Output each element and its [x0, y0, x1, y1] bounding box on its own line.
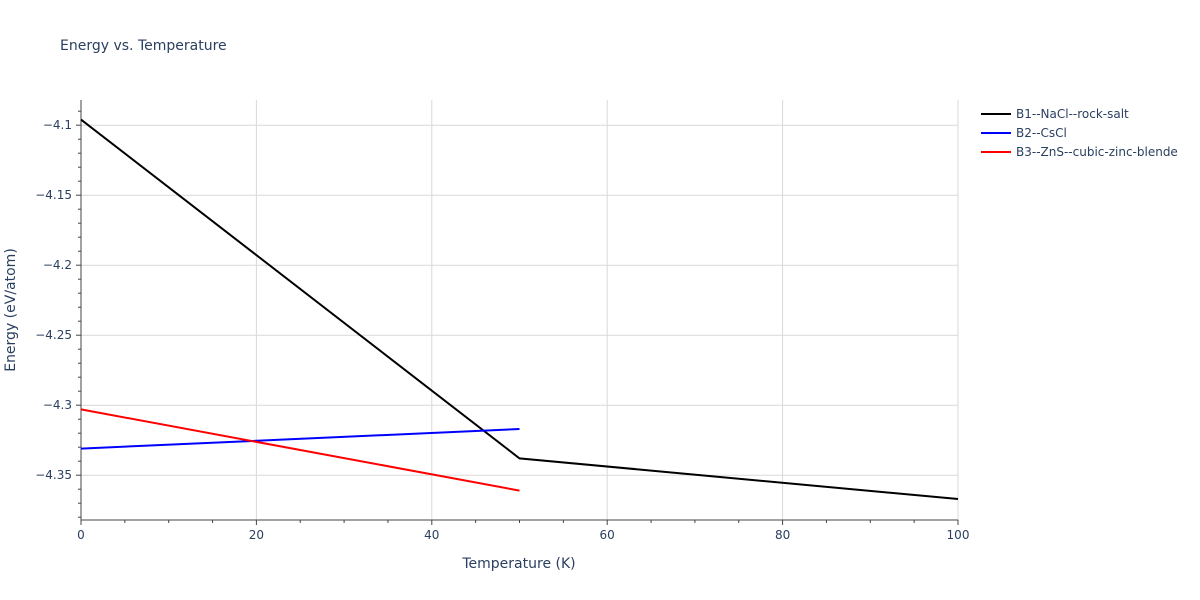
x-tick-label: 80: [775, 528, 790, 542]
x-axis-title: Temperature (K): [461, 556, 575, 572]
series-line-2[interactable]: [80, 428, 520, 450]
legend[interactable]: B1--NaCl--rock-salt B2--CsCl B3--ZnS--cubi…: [981, 107, 1178, 159]
legend-label: B3--ZnS--cubic-zinc-blende: [1016, 145, 1178, 159]
y-tick-label: −4.35: [35, 468, 72, 482]
legend-label: B1--NaCl--rock-salt: [1016, 107, 1129, 121]
legend-item[interactable]: B2--CsCl: [981, 126, 1067, 140]
x-tick-label: 20: [249, 528, 264, 542]
x-tick-label: 0: [77, 528, 85, 542]
series-lines: [80, 118, 959, 500]
chart-title: Energy vs. Temperature: [60, 38, 227, 54]
axes: 0 20 40 60 80 100 −4.1 −4.15 −4.2 −4.25 −4.3 −4.35: [35, 100, 969, 542]
grid: [81, 100, 959, 520]
y-tick-label: −4.3: [43, 398, 72, 412]
legend-label: B2--CsCl: [1016, 126, 1067, 140]
x-tick-label: 100: [947, 528, 970, 542]
series-line-3[interactable]: [80, 408, 520, 492]
y-tick-label: −4.1: [43, 118, 72, 132]
y-tick-label: −4.15: [35, 188, 72, 202]
x-tick-label: 40: [424, 528, 439, 542]
y-tick-label: −4.25: [35, 328, 72, 342]
y-tick-label: −4.2: [43, 258, 72, 272]
x-tick-label: 60: [600, 528, 615, 542]
legend-item[interactable]: B3--ZnS--cubic-zinc-blende: [981, 145, 1178, 159]
series-line-1[interactable]: [80, 118, 959, 500]
legend-item[interactable]: B1--NaCl--rock-salt: [981, 107, 1129, 121]
y-axis-title: Energy (eV/atom): [3, 248, 19, 372]
